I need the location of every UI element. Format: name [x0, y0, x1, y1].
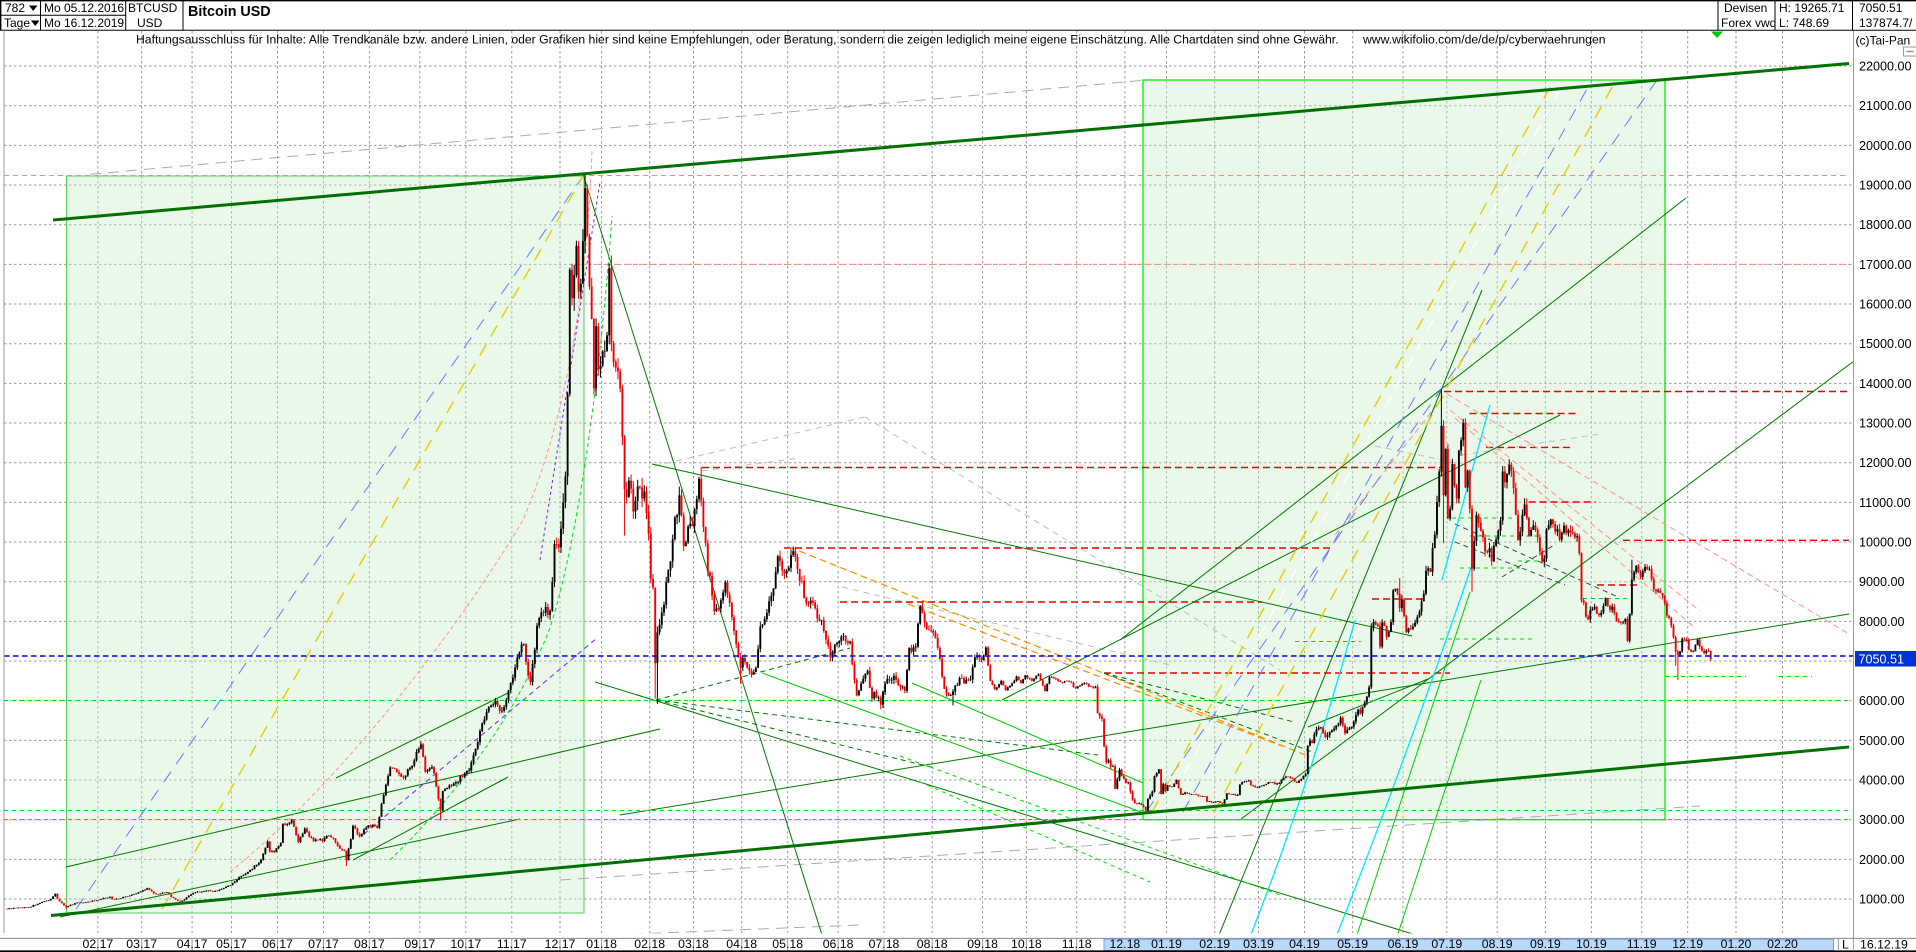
svg-text:L: 748.69: L: 748.69 [1779, 16, 1829, 30]
svg-text:12.18: 12.18 [1110, 937, 1141, 951]
svg-text:05.17: 05.17 [216, 937, 247, 951]
svg-text:1000.00: 1000.00 [1859, 893, 1905, 907]
svg-text:(c)Tai-Pan: (c)Tai-Pan [1856, 34, 1911, 48]
svg-text:15000.00: 15000.00 [1859, 337, 1912, 351]
svg-text:7050.51: 7050.51 [1859, 653, 1905, 667]
svg-text:11000.00: 11000.00 [1859, 496, 1911, 510]
svg-text:8000.00: 8000.00 [1859, 615, 1905, 629]
svg-text:137874.7/: 137874.7/ [1859, 16, 1913, 30]
svg-text:01.19: 01.19 [1151, 937, 1182, 951]
svg-text:10.17: 10.17 [450, 937, 481, 951]
svg-text:5000.00: 5000.00 [1859, 734, 1905, 748]
svg-text:02.17: 02.17 [83, 937, 114, 951]
svg-text:H: 19265.71: H: 19265.71 [1779, 1, 1845, 15]
svg-text:4000.00: 4000.00 [1859, 774, 1905, 788]
svg-text:06.17: 06.17 [262, 937, 293, 951]
svg-text:Mo 16.12.2019: Mo 16.12.2019 [44, 16, 124, 30]
svg-text:Forex vwd: Forex vwd [1721, 16, 1776, 30]
svg-text:07.17: 07.17 [308, 937, 339, 951]
svg-text:Devisen: Devisen [1724, 1, 1767, 15]
svg-text:782: 782 [5, 1, 25, 15]
svg-text:06.18: 06.18 [823, 937, 854, 951]
svg-text:08.19: 08.19 [1482, 937, 1513, 951]
svg-text:16.12.19: 16.12.19 [1860, 938, 1908, 952]
svg-text:07.19: 07.19 [1431, 937, 1462, 951]
svg-text:22000.00: 22000.00 [1859, 60, 1912, 74]
svg-text:08.18: 08.18 [917, 937, 948, 951]
svg-text:05.18: 05.18 [772, 937, 803, 951]
svg-text:L: L [1842, 938, 1849, 952]
svg-text:05.19: 05.19 [1337, 937, 1368, 951]
svg-text:03.19: 03.19 [1243, 937, 1274, 951]
svg-text:11.18: 11.18 [1062, 937, 1092, 951]
svg-text:02.19: 02.19 [1199, 937, 1230, 951]
svg-text:10.19: 10.19 [1576, 937, 1607, 951]
svg-text:21000.00: 21000.00 [1859, 99, 1912, 113]
svg-text:2000.00: 2000.00 [1859, 853, 1905, 867]
svg-text:12.17: 12.17 [545, 937, 576, 951]
svg-text:www.wikifolio.com/de/de/p/cybe: www.wikifolio.com/de/de/p/cyberwaehrunge… [1362, 33, 1606, 47]
svg-text:01.20: 01.20 [1721, 937, 1752, 951]
svg-text:9000.00: 9000.00 [1859, 575, 1905, 589]
svg-text:Tage: Tage [4, 16, 30, 30]
svg-text:13000.00: 13000.00 [1859, 417, 1912, 431]
svg-text:17000.00: 17000.00 [1859, 258, 1912, 272]
svg-text:08.17: 08.17 [354, 937, 385, 951]
svg-text:11.17: 11.17 [497, 937, 527, 951]
svg-text:02.20: 02.20 [1767, 937, 1798, 951]
svg-text:USD: USD [137, 16, 163, 30]
svg-text:03.18: 03.18 [678, 937, 709, 951]
svg-text:10.18: 10.18 [1011, 937, 1042, 951]
svg-text:Mo 05.12.2016: Mo 05.12.2016 [44, 1, 124, 15]
svg-text:03.17: 03.17 [126, 937, 157, 951]
svg-text:14000.00: 14000.00 [1859, 377, 1912, 391]
svg-text:12.19: 12.19 [1672, 937, 1703, 951]
svg-text:10000.00: 10000.00 [1859, 536, 1912, 550]
svg-text:06.19: 06.19 [1388, 937, 1419, 951]
svg-text:02.18: 02.18 [634, 937, 665, 951]
svg-text:Bitcoin USD: Bitcoin USD [188, 4, 271, 20]
svg-text:19000.00: 19000.00 [1859, 179, 1912, 193]
svg-text:09.18: 09.18 [967, 937, 998, 951]
svg-text:04.19: 04.19 [1289, 937, 1320, 951]
svg-text:09.17: 09.17 [404, 937, 435, 951]
svg-text:01.18: 01.18 [586, 937, 617, 951]
svg-text:16000.00: 16000.00 [1859, 298, 1912, 312]
svg-text:6000.00: 6000.00 [1859, 694, 1905, 708]
svg-text:09.19: 09.19 [1530, 937, 1561, 951]
svg-text:20000.00: 20000.00 [1859, 139, 1912, 153]
svg-text:04.18: 04.18 [726, 937, 757, 951]
svg-text:07.18: 07.18 [869, 937, 900, 951]
svg-text:04.17: 04.17 [177, 937, 208, 951]
svg-text:7050.51: 7050.51 [1859, 1, 1903, 15]
svg-text:Haftungsausschluss für Inhalte: Haftungsausschluss für Inhalte: Alle Tre… [136, 33, 1339, 47]
svg-text:12000.00: 12000.00 [1859, 456, 1912, 470]
svg-text:3000.00: 3000.00 [1859, 813, 1905, 827]
svg-text:11.19: 11.19 [1627, 937, 1657, 951]
svg-text:18000.00: 18000.00 [1859, 218, 1912, 232]
svg-text:BTCUSD: BTCUSD [128, 1, 178, 15]
